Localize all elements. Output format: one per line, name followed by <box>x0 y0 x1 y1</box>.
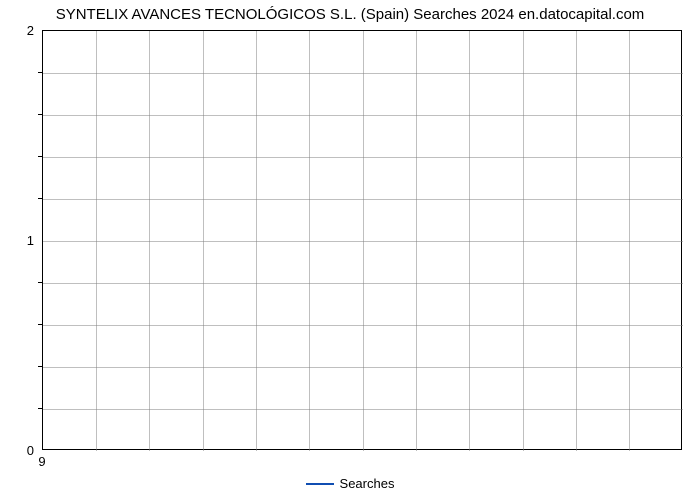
y-tick-label: 0 <box>12 443 34 458</box>
grid-svg <box>43 31 683 451</box>
y-minor-tick <box>38 282 42 283</box>
legend: Searches <box>0 476 700 491</box>
y-minor-tick <box>38 198 42 199</box>
legend-label-searches: Searches <box>340 476 395 491</box>
y-minor-tick <box>38 114 42 115</box>
y-tick-label: 2 <box>12 23 34 38</box>
y-minor-tick <box>38 324 42 325</box>
y-minor-tick <box>38 408 42 409</box>
chart-title: SYNTELIX AVANCES TECNOLÓGICOS S.L. (Spai… <box>0 6 700 23</box>
y-minor-tick <box>38 366 42 367</box>
y-tick-label: 1 <box>12 233 34 248</box>
y-minor-tick <box>38 156 42 157</box>
plot-area <box>42 30 682 450</box>
y-minor-tick <box>38 72 42 73</box>
x-tick-label: 9 <box>32 454 52 469</box>
legend-swatch-searches <box>306 483 334 485</box>
